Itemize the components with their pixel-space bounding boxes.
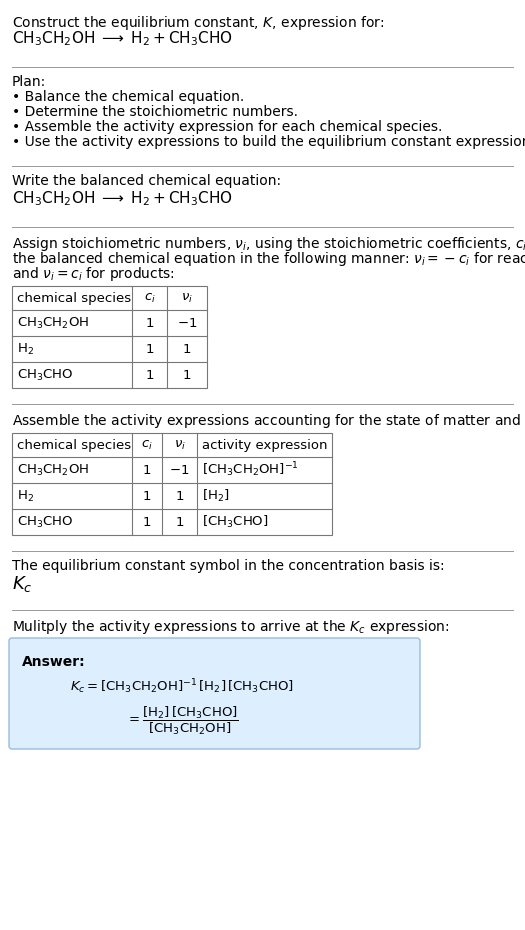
Text: $K_c = [\mathrm{CH_3CH_2OH}]^{-1}\,[\mathrm{H_2}]\,[\mathrm{CH_3CHO}]$: $K_c = [\mathrm{CH_3CH_2OH}]^{-1}\,[\mat… bbox=[70, 678, 294, 697]
Text: $\nu_i$: $\nu_i$ bbox=[174, 438, 185, 452]
Text: • Assemble the activity expression for each chemical species.: • Assemble the activity expression for e… bbox=[12, 120, 443, 134]
Text: $[\mathrm{CH_3CHO}]$: $[\mathrm{CH_3CHO}]$ bbox=[202, 514, 268, 530]
Text: $\mathrm{CH_3CHO}$: $\mathrm{CH_3CHO}$ bbox=[17, 514, 74, 529]
Text: and $\nu_i = c_i$ for products:: and $\nu_i = c_i$ for products: bbox=[12, 265, 175, 283]
Text: Write the balanced chemical equation:: Write the balanced chemical equation: bbox=[12, 174, 281, 188]
Text: Assemble the activity expressions accounting for the state of matter and $\nu_i$: Assemble the activity expressions accoun… bbox=[12, 412, 525, 430]
Text: $\nu_i$: $\nu_i$ bbox=[181, 291, 193, 304]
Text: 1: 1 bbox=[143, 515, 151, 528]
Text: Answer:: Answer: bbox=[22, 655, 86, 669]
Text: 1: 1 bbox=[143, 463, 151, 476]
Text: $\mathrm{CH_3CH_2OH}$: $\mathrm{CH_3CH_2OH}$ bbox=[17, 315, 89, 330]
Text: Assign stoichiometric numbers, $\nu_i$, using the stoichiometric coefficients, $: Assign stoichiometric numbers, $\nu_i$, … bbox=[12, 235, 525, 253]
Text: 1: 1 bbox=[145, 368, 154, 381]
Text: • Determine the stoichiometric numbers.: • Determine the stoichiometric numbers. bbox=[12, 105, 298, 119]
Text: chemical species: chemical species bbox=[17, 439, 131, 451]
Text: • Balance the chemical equation.: • Balance the chemical equation. bbox=[12, 90, 244, 104]
Text: $K_c$: $K_c$ bbox=[12, 574, 33, 594]
Text: $[\mathrm{CH_3CH_2OH}]^{-1}$: $[\mathrm{CH_3CH_2OH}]^{-1}$ bbox=[202, 460, 299, 479]
Text: 1: 1 bbox=[175, 515, 184, 528]
Text: Construct the equilibrium constant, $K$, expression for:: Construct the equilibrium constant, $K$,… bbox=[12, 14, 384, 32]
Text: $c_i$: $c_i$ bbox=[141, 438, 153, 452]
Text: 1: 1 bbox=[183, 342, 191, 355]
Text: $-1$: $-1$ bbox=[177, 316, 197, 329]
Text: $\mathrm{H_2}$: $\mathrm{H_2}$ bbox=[17, 341, 34, 356]
FancyBboxPatch shape bbox=[9, 638, 420, 749]
Text: $\mathrm{H_2}$: $\mathrm{H_2}$ bbox=[17, 488, 34, 503]
Text: $\mathrm{CH_3CH_2OH}$: $\mathrm{CH_3CH_2OH}$ bbox=[17, 462, 89, 477]
Text: $c_i$: $c_i$ bbox=[144, 291, 155, 304]
Text: The equilibrium constant symbol in the concentration basis is:: The equilibrium constant symbol in the c… bbox=[12, 559, 445, 573]
Text: $\mathrm{CH_3CHO}$: $\mathrm{CH_3CHO}$ bbox=[17, 367, 74, 382]
Text: the balanced chemical equation in the following manner: $\nu_i = -c_i$ for react: the balanced chemical equation in the fo… bbox=[12, 250, 525, 268]
Text: $= \dfrac{[\mathrm{H_2}]\,[\mathrm{CH_3CHO}]}{[\mathrm{CH_3CH_2OH}]}$: $= \dfrac{[\mathrm{H_2}]\,[\mathrm{CH_3C… bbox=[126, 705, 238, 737]
Bar bbox=[12, 433, 332, 535]
Text: $\mathrm{CH_3CH_2OH} \;\longrightarrow\; \mathrm{H_2 + CH_3CHO}$: $\mathrm{CH_3CH_2OH} \;\longrightarrow\;… bbox=[12, 189, 233, 207]
Text: • Use the activity expressions to build the equilibrium constant expression.: • Use the activity expressions to build … bbox=[12, 135, 525, 149]
Text: $[\mathrm{H_2}]$: $[\mathrm{H_2}]$ bbox=[202, 488, 229, 504]
Text: activity expression: activity expression bbox=[202, 439, 328, 451]
Text: Mulitply the activity expressions to arrive at the $K_c$ expression:: Mulitply the activity expressions to arr… bbox=[12, 618, 449, 636]
Text: 1: 1 bbox=[183, 368, 191, 381]
Text: 1: 1 bbox=[145, 316, 154, 329]
Text: 1: 1 bbox=[175, 489, 184, 502]
Text: 1: 1 bbox=[145, 342, 154, 355]
Text: $\mathrm{CH_3CH_2OH} \;\longrightarrow\; \mathrm{H_2 + CH_3CHO}$: $\mathrm{CH_3CH_2OH} \;\longrightarrow\;… bbox=[12, 29, 233, 47]
Text: 1: 1 bbox=[143, 489, 151, 502]
Text: chemical species: chemical species bbox=[17, 291, 131, 304]
Text: Plan:: Plan: bbox=[12, 75, 46, 89]
Bar bbox=[12, 286, 207, 388]
Text: $-1$: $-1$ bbox=[170, 463, 190, 476]
